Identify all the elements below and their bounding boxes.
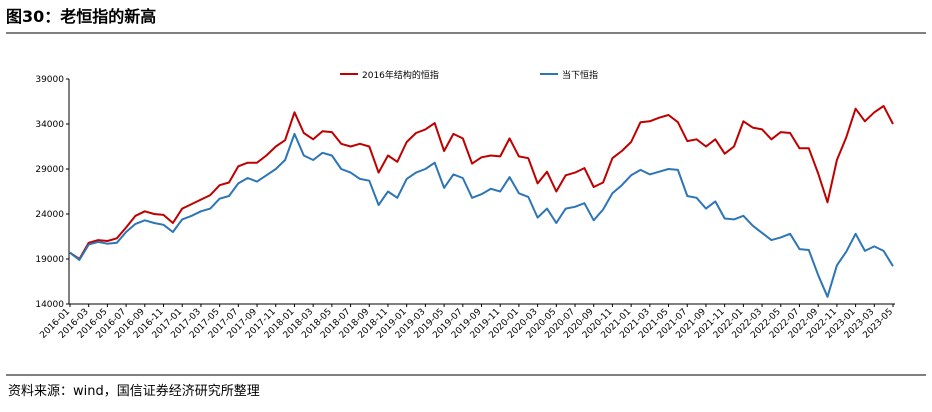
legend-label: 当下恒指 [562, 69, 598, 81]
legend-label: 2016年结构的恒指 [362, 69, 439, 81]
y-tick-label: 19000 [35, 255, 64, 265]
y-tick-label: 29000 [35, 165, 64, 175]
y-tick-label: 39000 [35, 75, 64, 85]
y-tick-label: 34000 [35, 120, 64, 130]
series-line [69, 132, 894, 298]
y-tick-label: 24000 [35, 210, 64, 220]
source: 资料来源：wind，国信证券经济研究所整理 [8, 383, 260, 399]
series-line [69, 105, 894, 260]
y-tick-label: 14000 [35, 300, 64, 310]
title: 图30：老恒指的新高 [6, 7, 156, 26]
